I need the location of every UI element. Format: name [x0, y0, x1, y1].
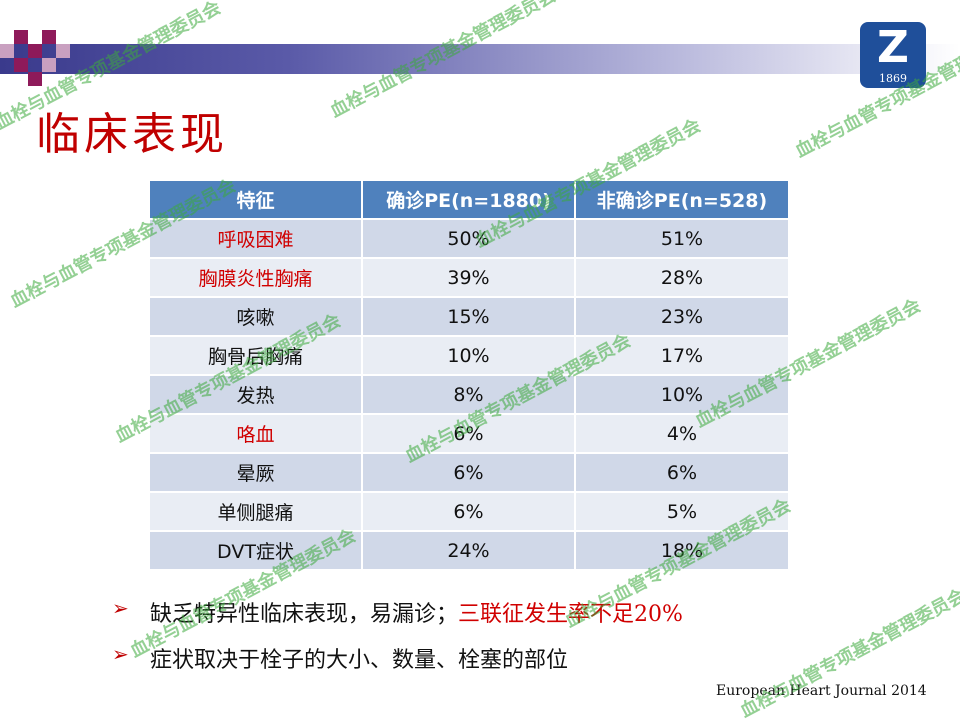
cell-feature: 咯血 [148, 413, 363, 454]
logo-year: 1869 [879, 72, 907, 85]
cell-confirmed: 39% [361, 257, 576, 298]
arrow-bullet-icon: ➢ [112, 642, 129, 666]
bullet-text: 症状取决于栓子的大小、数量、栓塞的部位 [150, 648, 569, 673]
cell-unconfirmed: 6% [574, 452, 790, 493]
header-unconfirmed: 非确诊PE(n=528) [574, 179, 790, 220]
cell-unconfirmed: 5% [574, 491, 790, 532]
cell-confirmed: 24% [361, 530, 576, 571]
bullet-text: 缺乏特异性临床表现，易漏诊； [150, 602, 459, 627]
cell-confirmed: 6% [361, 452, 576, 493]
arrow-bullet-icon: ➢ [112, 596, 129, 620]
cell-confirmed: 15% [361, 296, 576, 337]
cell-feature: 胸骨后胸痛 [148, 335, 363, 376]
table-row: DVT症状 24% 18% [148, 530, 790, 571]
watermark: 血栓与血管专项基金管理委员会 [736, 585, 960, 723]
table-row: 胸膜炎性胸痛 39% 28% [148, 257, 790, 298]
table-header-row: 特征 确诊PE(n=1880) 非确诊PE(n=528) [148, 179, 790, 220]
table-row: 咯血 6% 4% [148, 413, 790, 454]
table-row: 单侧腿痛 6% 5% [148, 491, 790, 532]
cell-feature: 胸膜炎性胸痛 [148, 257, 363, 298]
cell-feature: 单侧腿痛 [148, 491, 363, 532]
cell-confirmed: 6% [361, 491, 576, 532]
citation: European Heart Journal 2014 [716, 683, 927, 699]
cell-confirmed: 6% [361, 413, 576, 454]
cell-confirmed: 10% [361, 335, 576, 376]
cell-unconfirmed: 23% [574, 296, 790, 337]
bullet-highlight: 三联征发生率不足20% [458, 602, 683, 627]
table-row: 咳嗽 15% 23% [148, 296, 790, 337]
cell-confirmed: 50% [361, 218, 576, 259]
header-confirmed: 确诊PE(n=1880) [361, 179, 576, 220]
table-row: 发热 8% 10% [148, 374, 790, 415]
cell-feature: 发热 [148, 374, 363, 415]
cell-confirmed: 8% [361, 374, 576, 415]
table-row: 呼吸困难 50% 51% [148, 218, 790, 259]
clinical-features-table: 特征 确诊PE(n=1880) 非确诊PE(n=528) 呼吸困难 50% 51% 胸… [148, 179, 790, 571]
cell-unconfirmed: 4% [574, 413, 790, 454]
logo-letter: Z [877, 22, 909, 73]
cell-unconfirmed: 10% [574, 374, 790, 415]
cell-unconfirmed: 51% [574, 218, 790, 259]
table-row: 晕厥 6% 6% [148, 452, 790, 493]
cell-unconfirmed: 17% [574, 335, 790, 376]
cell-feature: DVT症状 [148, 530, 363, 571]
table-row: 胸骨后胸痛 10% 17% [148, 335, 790, 376]
header-feature: 特征 [148, 179, 363, 220]
cell-unconfirmed: 18% [574, 530, 790, 571]
cell-feature: 晕厥 [148, 452, 363, 493]
slide-title: 临床表现 [36, 109, 228, 160]
society-logo: Z 1869 [860, 22, 926, 88]
header-band [0, 44, 960, 74]
cell-unconfirmed: 28% [574, 257, 790, 298]
cell-feature: 咳嗽 [148, 296, 363, 337]
cell-feature: 呼吸困难 [148, 218, 363, 259]
